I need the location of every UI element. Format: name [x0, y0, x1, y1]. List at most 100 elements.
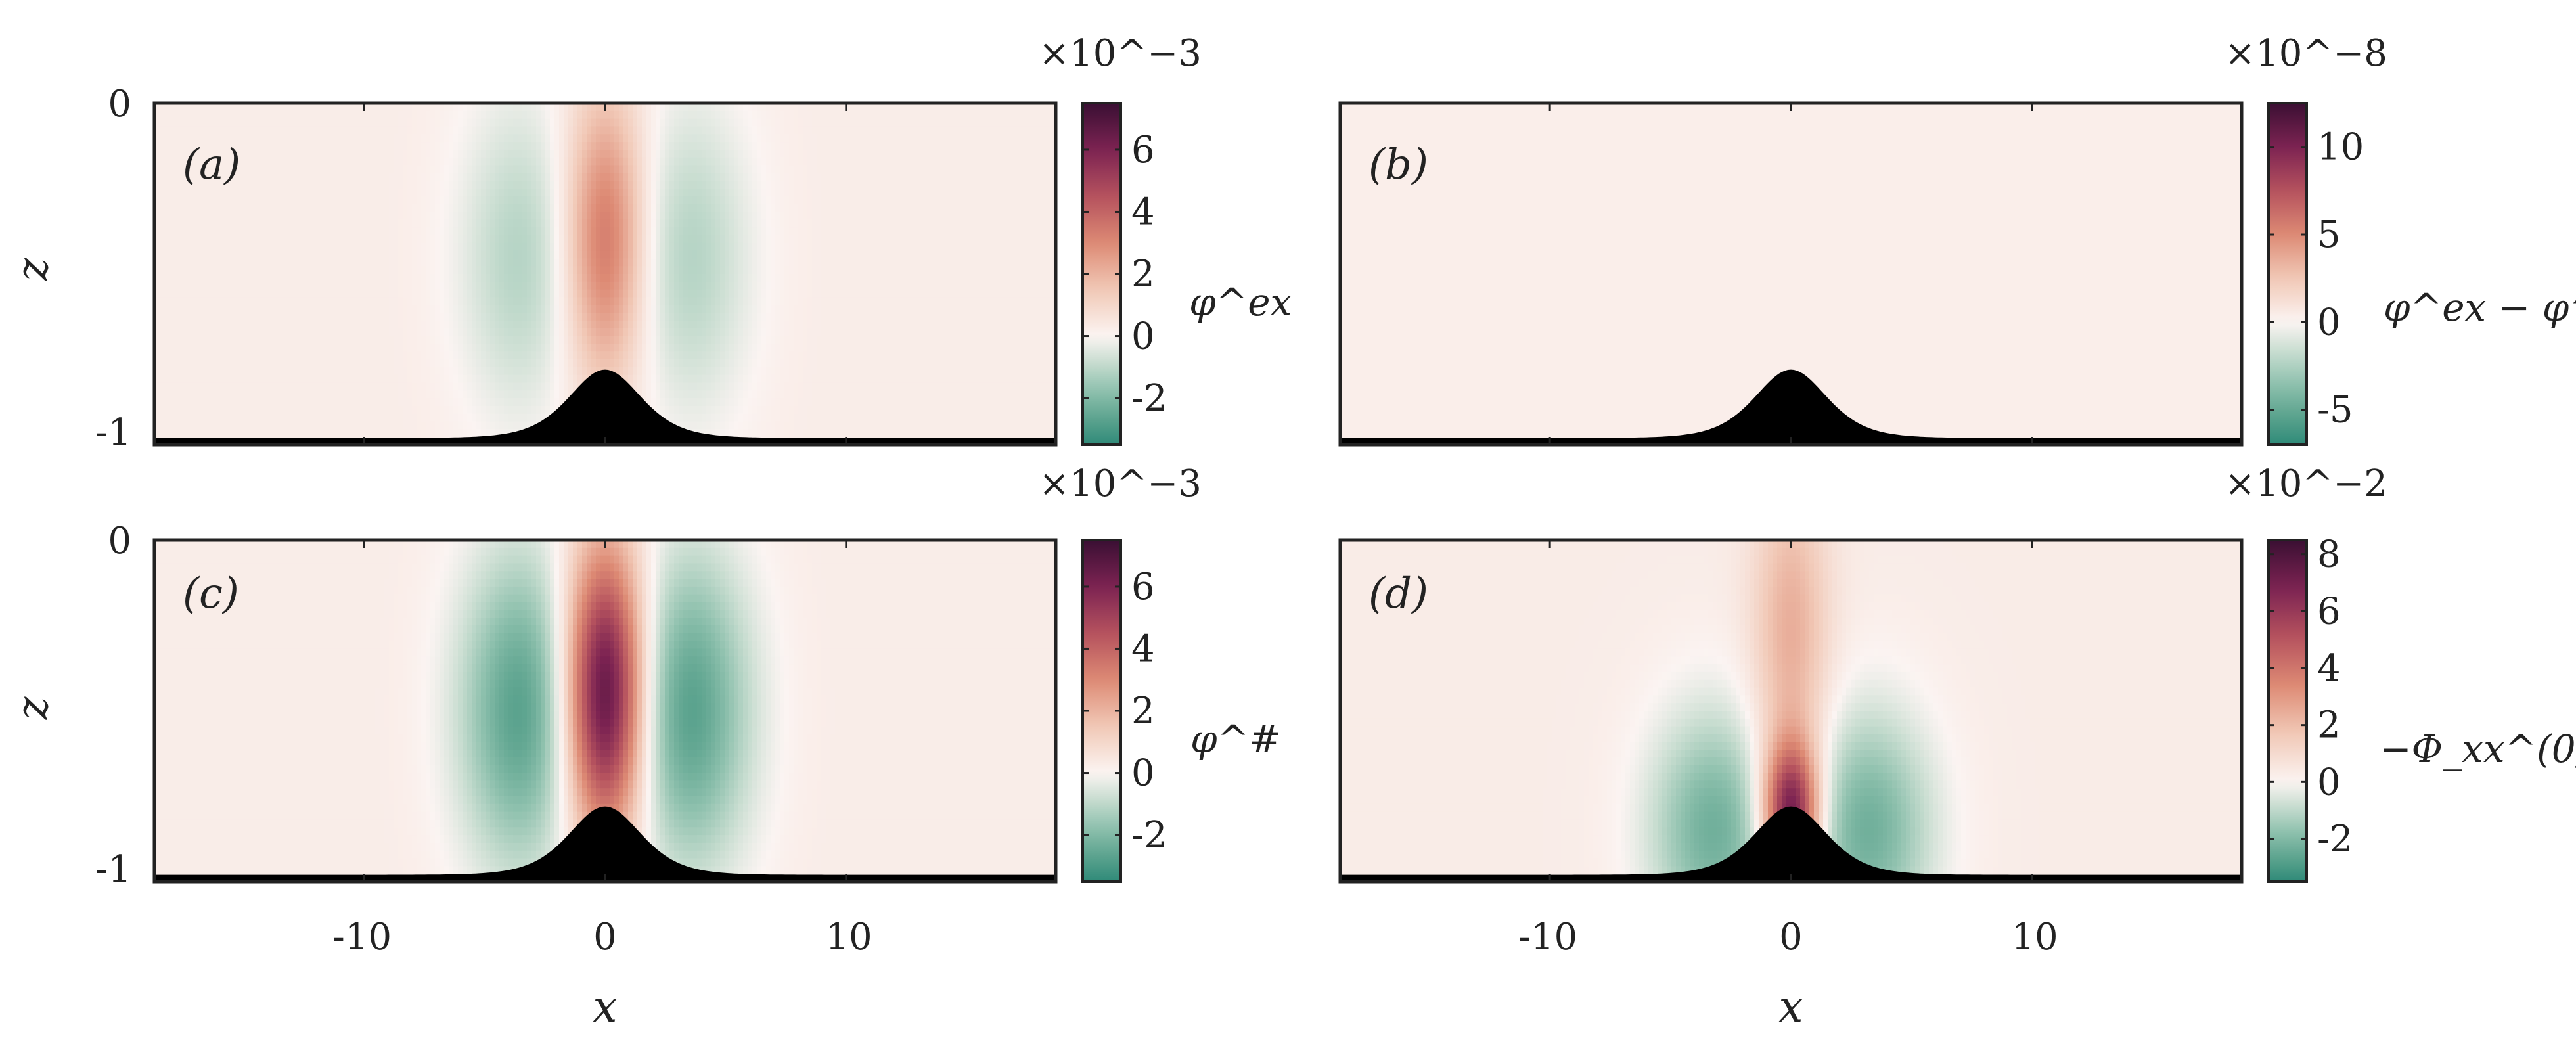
heatmap-cell: [159, 243, 164, 252]
heatmap-cell: [486, 243, 491, 252]
heatmap-cell: [435, 390, 440, 399]
heatmap-cell: [380, 375, 385, 384]
heatmap-cell: [228, 414, 233, 422]
heatmap-cell: [440, 305, 445, 313]
heatmap-cell: [435, 282, 440, 290]
heatmap-cell: [463, 297, 468, 305]
heatmap-cell: [463, 173, 468, 181]
heatmap-cell: [219, 390, 224, 399]
heatmap-cell: [242, 173, 247, 181]
heatmap-cell: [472, 328, 477, 337]
heatmap-cell: [256, 398, 261, 407]
heatmap-cell: [476, 305, 482, 313]
heatmap-cell: [490, 227, 495, 236]
heatmap-cell: [389, 375, 394, 384]
heatmap-cell: [260, 150, 265, 158]
heatmap-cell: [444, 142, 449, 150]
heatmap-cell: [380, 282, 385, 290]
heatmap-cell: [210, 212, 215, 220]
heatmap-cell: [444, 398, 449, 407]
heatmap-cell: [343, 204, 348, 213]
heatmap-cell: [302, 305, 307, 313]
heatmap-cell: [518, 173, 523, 181]
heatmap-cell: [463, 158, 468, 166]
heatmap-cell: [246, 367, 252, 376]
heatmap-cell: [508, 204, 514, 213]
heatmap-cell: [164, 406, 169, 415]
heatmap-cell: [233, 119, 238, 127]
heatmap-cell: [407, 251, 413, 260]
heatmap-cell: [536, 258, 541, 267]
heatmap-cell: [292, 429, 298, 438]
heatmap-cell: [481, 313, 486, 321]
heatmap-cell: [398, 258, 403, 267]
heatmap-cell: [237, 297, 242, 305]
heatmap-cell: [265, 321, 270, 329]
heatmap-cell: [269, 212, 275, 220]
heatmap-cell: [361, 290, 367, 298]
heatmap-cell: [256, 227, 261, 236]
heatmap-cell: [527, 351, 532, 360]
heatmap-cell: [159, 305, 164, 313]
heatmap-cell: [426, 134, 431, 143]
heatmap-cell: [361, 321, 367, 329]
heatmap-cell: [435, 243, 440, 252]
heatmap-cell: [237, 305, 242, 313]
heatmap-cell: [527, 382, 532, 391]
heatmap-cell: [334, 189, 339, 197]
heatmap-cell: [182, 390, 187, 399]
heatmap-cell: [426, 336, 431, 345]
heatmap-cell: [164, 305, 169, 313]
heatmap-cell: [417, 398, 422, 407]
heatmap-cell: [495, 196, 500, 205]
heatmap-cell: [490, 367, 495, 376]
heatmap-cell: [435, 181, 440, 189]
heatmap-cell: [343, 367, 348, 376]
heatmap-cell: [513, 359, 518, 368]
heatmap-cell: [486, 189, 491, 197]
heatmap-cell: [315, 274, 321, 282]
heatmap-cell: [343, 219, 348, 228]
heatmap-cell: [371, 274, 376, 282]
heatmap-cell: [426, 290, 431, 298]
heatmap-cell: [283, 119, 288, 127]
heatmap-cell: [214, 398, 219, 407]
heatmap-cell: [325, 251, 330, 260]
heatmap-cell: [159, 282, 164, 290]
heatmap-cell: [283, 313, 288, 321]
heatmap-cell: [320, 290, 325, 298]
heatmap-cell: [210, 328, 215, 337]
heatmap-cell: [164, 181, 169, 189]
heatmap-cell: [536, 243, 541, 252]
heatmap-cell: [499, 321, 505, 329]
heatmap-cell: [453, 367, 459, 376]
heatmap-cell: [205, 290, 210, 298]
heatmap-cell: [412, 429, 417, 438]
heatmap-cell: [490, 266, 495, 275]
heatmap-cell: [476, 359, 482, 368]
heatmap-cell: [357, 219, 362, 228]
heatmap-cell: [191, 359, 196, 368]
heatmap-cell: [329, 166, 334, 174]
heatmap-cell: [292, 212, 298, 220]
heatmap-cell: [269, 336, 275, 345]
heatmap-cell: [256, 142, 261, 150]
heatmap-cell: [508, 406, 514, 415]
heatmap-cell: [444, 359, 449, 368]
heatmap-cell: [334, 290, 339, 298]
heatmap-cell: [518, 219, 523, 228]
heatmap-cell: [430, 266, 436, 275]
heatmap-cell: [233, 227, 238, 236]
heatmap-cell: [320, 390, 325, 399]
heatmap-cell: [536, 111, 541, 120]
heatmap-cell: [269, 181, 275, 189]
heatmap-cell: [219, 422, 224, 430]
heatmap-cell: [490, 313, 495, 321]
heatmap-cell: [164, 235, 169, 244]
heatmap-cell: [256, 158, 261, 166]
heatmap-cell: [513, 235, 518, 244]
heatmap-cell: [495, 142, 500, 150]
heatmap-cell: [504, 219, 509, 228]
heatmap-cell: [237, 429, 242, 438]
heatmap-cell: [173, 173, 178, 181]
